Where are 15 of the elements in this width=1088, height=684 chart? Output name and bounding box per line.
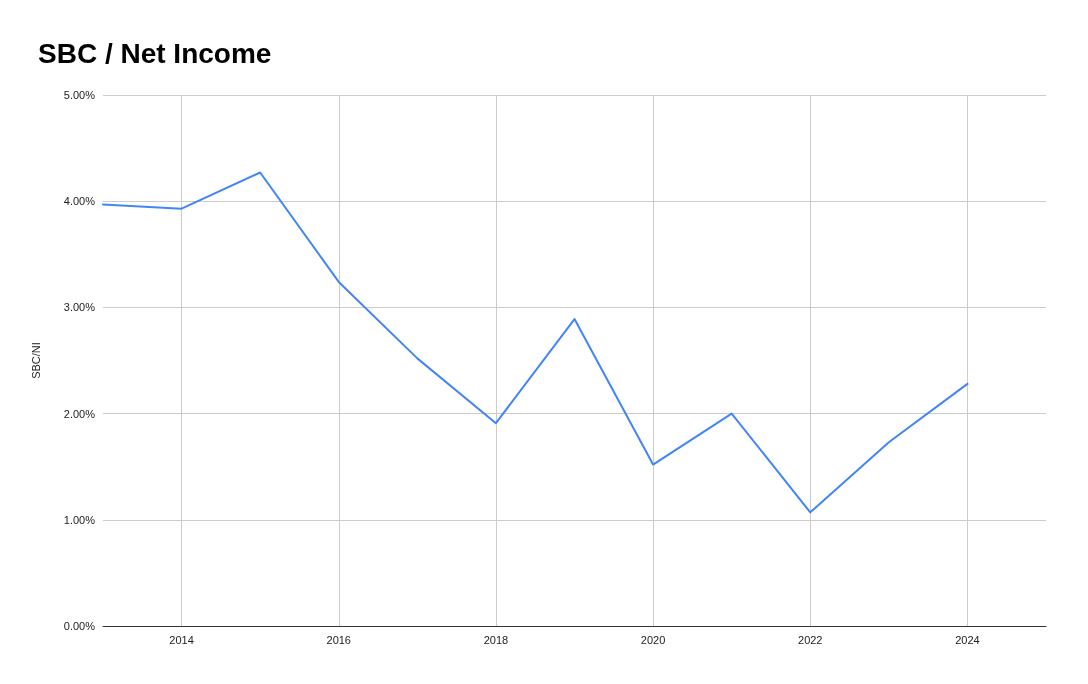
x-tick-label: 2016	[326, 633, 351, 646]
x-tick-label: 2022	[798, 633, 823, 646]
y-tick-label: 5.00%	[63, 89, 96, 101]
x-tick-label: 2020	[640, 633, 666, 646]
x-tick-label: 2018	[483, 633, 509, 646]
y-tick-label: 3.00%	[63, 301, 96, 314]
y-tick-label: 2.00%	[63, 407, 96, 420]
y-tick-label: 0.00%	[63, 620, 96, 632]
chart-title: SBC / Net Income	[38, 37, 272, 69]
x-tick-label: 2024	[955, 633, 980, 646]
y-axis-title: SBC/NI	[29, 342, 42, 379]
y-tick-label: 1.00%	[63, 513, 96, 526]
y-tick-label: 4.00%	[63, 195, 96, 208]
x-tick-label: 2014	[169, 633, 194, 646]
line-series	[102, 171, 969, 514]
